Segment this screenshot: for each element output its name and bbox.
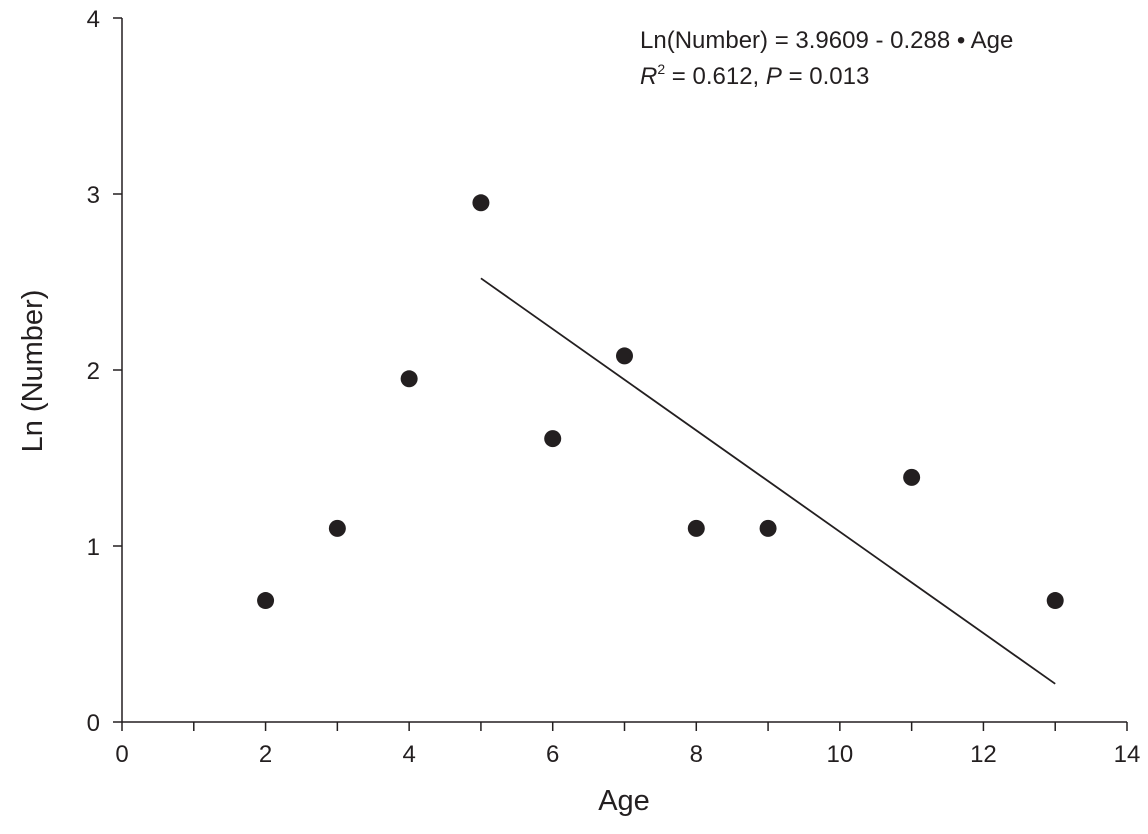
data-points (257, 194, 1064, 610)
y-tick-label: 1 (87, 534, 100, 561)
x-tick-label: 2 (259, 741, 272, 768)
x-tick-label: 10 (827, 741, 854, 768)
regression-line (480, 277, 1056, 685)
x-tick-label: 8 (690, 741, 703, 768)
data-point (759, 519, 777, 537)
data-point (903, 468, 921, 486)
axes (121, 18, 1127, 723)
data-point (328, 519, 346, 537)
data-point (616, 347, 633, 365)
y-tick-label: 2 (87, 358, 100, 385)
x-tick-label: 14 (1114, 741, 1141, 768)
y-axis-title: Ln (Number) (17, 290, 49, 453)
y-tick-label: 0 (87, 710, 100, 737)
x-axis-title: Age (598, 785, 650, 817)
regression-line-group (480, 277, 1056, 685)
p-symbol: P (766, 63, 782, 90)
y-tick-label: 4 (87, 6, 100, 33)
p-value: = 0.013 (782, 63, 869, 90)
data-point (1046, 592, 1064, 610)
x-tick-label: 0 (115, 741, 128, 768)
data-point (687, 519, 705, 537)
r2-symbol: R (640, 63, 657, 90)
y-axis-ticks: 0 1 2 3 4 (87, 6, 122, 737)
r2-superscript: 2 (657, 61, 665, 77)
x-axis-ticks: 0 2 4 6 8 10 12 14 (115, 722, 1140, 768)
data-point (472, 194, 490, 212)
y-tick-label: 3 (87, 182, 100, 209)
x-tick-label: 12 (970, 741, 997, 768)
r2-value: = 0.612, (665, 63, 766, 90)
x-tick-label: 4 (402, 741, 415, 768)
x-tick-label: 6 (546, 741, 559, 768)
data-point (257, 592, 275, 610)
regression-stats: R2 = 0.612, P = 0.013 (640, 61, 869, 90)
data-point (400, 370, 418, 388)
regression-equation: Ln(Number) = 3.9609 - 0.288 • Age (640, 27, 1013, 54)
data-point (544, 430, 562, 448)
